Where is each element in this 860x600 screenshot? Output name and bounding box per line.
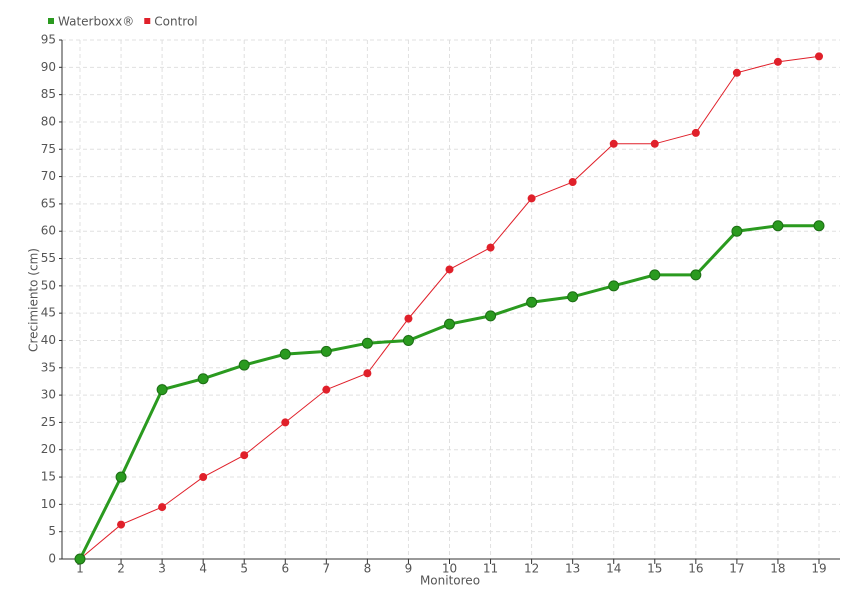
legend-label: Control [154, 15, 197, 29]
data-point [156, 384, 168, 396]
y-tick-label: 75 [41, 142, 56, 156]
y-tick-label: 10 [41, 497, 56, 511]
y-tick-label: 55 [41, 251, 56, 265]
y-tick-label: 0 [48, 552, 56, 566]
y-tick-label: 15 [41, 470, 56, 484]
data-point [444, 318, 455, 330]
data-point [815, 52, 823, 61]
x-tick-label: 17 [729, 562, 744, 576]
y-tick-label: 20 [41, 442, 56, 456]
x-tick-label: 12 [524, 562, 539, 576]
x-tick-label: 3 [158, 562, 166, 576]
x-tick-label: 10 [442, 562, 457, 576]
data-point [691, 128, 700, 137]
y-tick-label: 85 [41, 87, 56, 101]
x-tick-label: 5 [240, 562, 248, 576]
y-tick-label: 90 [41, 60, 56, 74]
data-point [567, 291, 579, 303]
data-point [404, 314, 413, 323]
x-tick-label: 7 [323, 562, 331, 576]
x-tick-label: 18 [770, 562, 785, 576]
y-tick-label: 25 [41, 415, 56, 429]
data-point [74, 553, 86, 565]
data-point [608, 280, 620, 292]
data-point [690, 269, 702, 281]
data-point [197, 373, 209, 385]
data-point [281, 418, 290, 427]
data-point [650, 139, 659, 148]
data-point [485, 310, 497, 322]
x-axis-label: Monitoreo [420, 574, 480, 588]
x-tick-label: 11 [483, 562, 498, 576]
data-point [732, 68, 741, 77]
data-point [117, 520, 126, 529]
x-tick-label: 1 [76, 562, 84, 576]
data-point [402, 334, 414, 346]
data-point [322, 385, 331, 394]
x-tick-label: 13 [565, 562, 580, 576]
data-point [240, 451, 249, 460]
legend-swatch [48, 18, 54, 24]
legend-swatch [144, 18, 151, 24]
data-point [361, 337, 373, 349]
data-point [813, 220, 825, 232]
x-tick-label: 6 [281, 562, 289, 576]
data-point [486, 243, 495, 252]
x-tick-label: 14 [606, 562, 621, 576]
x-tick-label: 19 [811, 562, 826, 576]
data-point [649, 269, 661, 281]
x-tick-label: 9 [405, 562, 413, 576]
data-point [568, 178, 577, 187]
y-tick-label: 50 [41, 278, 56, 292]
data-point [199, 473, 208, 482]
y-tick-label: 30 [41, 388, 56, 402]
data-point [320, 345, 332, 357]
y-axis-label: Crecimiento (cm) [27, 248, 41, 352]
x-tick-label: 15 [647, 562, 662, 576]
data-point [158, 503, 167, 512]
y-tick-label: 80 [41, 114, 56, 128]
data-point [731, 225, 743, 237]
x-tick-label: 2 [117, 562, 125, 576]
y-tick-label: 35 [41, 360, 56, 374]
legend-label: Waterboxx® [58, 15, 134, 29]
x-tick-label: 4 [199, 562, 207, 576]
data-point [238, 359, 250, 371]
data-point [772, 220, 784, 232]
y-tick-label: 40 [41, 333, 56, 347]
x-tick-label: 8 [364, 562, 372, 576]
data-point [527, 194, 536, 203]
data-point [363, 369, 372, 378]
x-tick-label: 16 [688, 562, 703, 576]
data-point [445, 265, 454, 274]
y-tick-label: 70 [41, 169, 56, 183]
data-point [773, 57, 782, 66]
data-point [279, 348, 291, 360]
y-tick-label: 45 [41, 306, 56, 320]
y-tick-label: 60 [41, 224, 56, 238]
y-tick-label: 5 [48, 524, 56, 538]
data-point [526, 296, 538, 308]
y-tick-label: 95 [41, 33, 56, 47]
data-point [609, 139, 618, 148]
data-point [115, 471, 127, 483]
y-tick-label: 65 [41, 196, 56, 210]
